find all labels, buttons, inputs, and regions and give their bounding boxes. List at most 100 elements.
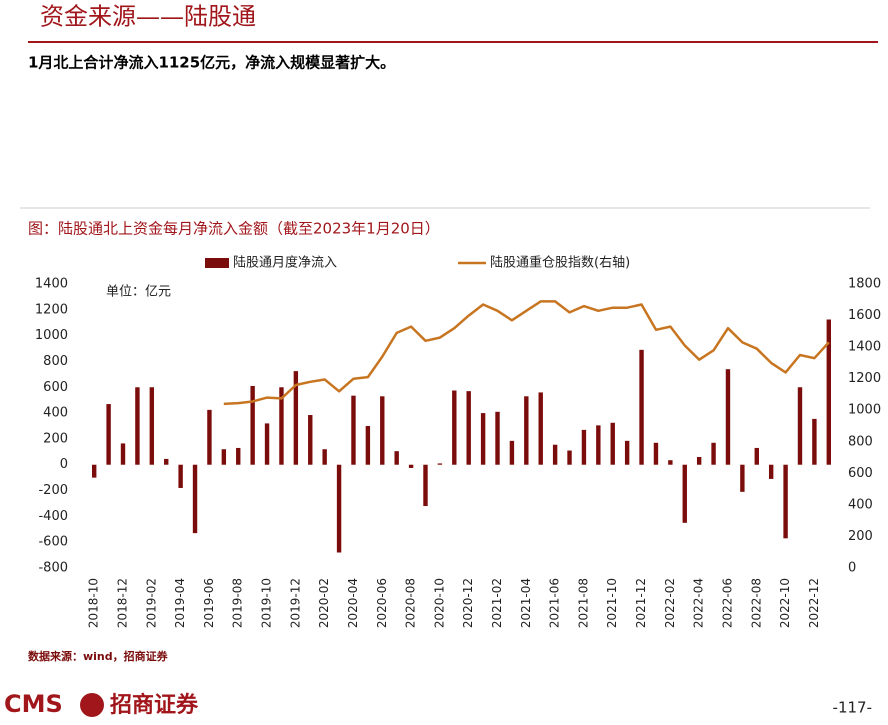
bar: [423, 464, 428, 507]
x-tick-label: 2021-04: [519, 578, 533, 628]
bar: [365, 426, 371, 465]
bar: [538, 392, 543, 465]
y-tick-label: 1200: [35, 302, 68, 317]
bar: [812, 418, 817, 465]
y-tick-label: 0: [60, 457, 68, 472]
bar: [509, 440, 515, 465]
y2-tick-label: 1800: [848, 277, 881, 292]
bar: [394, 451, 399, 465]
bar: [682, 464, 687, 523]
bar: [596, 425, 601, 465]
bar: [351, 395, 356, 465]
x-tick-label: 2020-12: [461, 578, 475, 628]
x-tick-label: 2022-12: [807, 578, 821, 628]
unit-annotation: 单位：亿元: [106, 285, 171, 300]
source: 数据来源：wind，招商证券: [28, 649, 169, 663]
y-tick-label: 1000: [35, 328, 68, 343]
x-tick-label: 2019-08: [231, 578, 245, 628]
bar: [264, 423, 270, 465]
bar: [164, 458, 169, 465]
x-tick-label: 2019-10: [260, 578, 274, 628]
x-tick-label: 2022-08: [749, 578, 763, 628]
bar: [768, 464, 774, 479]
y2-tick-label: 800: [848, 434, 873, 449]
bar: [783, 464, 788, 539]
bar: [92, 464, 97, 478]
y-tick-label: -200: [38, 483, 68, 498]
y-tick-label: 800: [43, 354, 68, 369]
slide-title: 资金来源——陆股通: [40, 3, 256, 31]
bar: [797, 387, 803, 465]
x-tick-label: 2022-04: [692, 578, 706, 628]
x-tick-label: 2020-04: [346, 578, 360, 628]
x-tick-label: 2019-12: [288, 578, 302, 628]
x-tick-label: 2021-02: [490, 578, 504, 628]
bar: [740, 464, 745, 492]
bar: [279, 387, 284, 465]
bar: [610, 422, 615, 465]
bar: [192, 464, 198, 534]
x-tick-label: 2019-04: [173, 578, 187, 628]
bar: [322, 449, 327, 465]
y2-tick-label: 1000: [848, 403, 881, 418]
y-tick-label: 200: [43, 431, 68, 446]
y2-tick-label: 1400: [848, 340, 881, 355]
legend-label: 陆股通重仓股指数(右轴): [490, 255, 630, 271]
x-tick-label: 2022-10: [778, 578, 792, 628]
bar: [480, 413, 486, 465]
y2-tick-label: 200: [848, 529, 873, 544]
y-tick-label: -600: [38, 535, 68, 550]
bar: [524, 396, 529, 465]
company-name: 招商证券: [110, 692, 199, 718]
y2-tick-label: 1200: [848, 371, 881, 386]
y-tick-label: -800: [38, 561, 68, 576]
x-tick-label: 2020-08: [404, 578, 418, 628]
x-tick-label: 2021-06: [548, 578, 562, 628]
bar: [149, 387, 155, 465]
bar: [207, 409, 212, 465]
bar: [250, 385, 255, 465]
bar: [495, 411, 500, 465]
bar: [308, 415, 313, 465]
bar: [236, 447, 241, 465]
bar: [452, 390, 457, 465]
x-tick-label: 2022-06: [720, 578, 734, 628]
bar: [336, 464, 342, 553]
y-tick-label: 1400: [35, 277, 68, 292]
y-tick-label: 600: [43, 380, 68, 395]
bar: [639, 349, 644, 465]
y2-tick-label: 600: [848, 466, 873, 481]
logo-icon: [80, 693, 104, 717]
x-tick-label: 2021-08: [576, 578, 590, 628]
x-tick-label: 2020-10: [432, 578, 446, 628]
y2-tick-label: 400: [848, 497, 873, 512]
bar: [466, 391, 471, 465]
y-tick-label: 400: [43, 406, 68, 421]
line: [223, 300, 830, 406]
bar: [408, 464, 414, 468]
bar: [221, 449, 227, 465]
bar: [567, 450, 572, 465]
x-tick-label: 2020-06: [375, 578, 389, 628]
y2-tick-label: 1600: [848, 308, 881, 323]
legend-label: 陆股通月度净流入: [233, 255, 337, 271]
x-tick-label: 2021-10: [605, 578, 619, 628]
bar: [293, 371, 299, 465]
bar: [120, 443, 126, 465]
x-tick-label: 2018-10: [87, 578, 101, 628]
page-number: -117-: [833, 699, 872, 717]
bar: [668, 460, 673, 465]
logo-text: CMS: [4, 690, 63, 718]
bar: [106, 404, 111, 465]
bar: [725, 369, 731, 465]
x-tick-label: 2019-06: [202, 578, 216, 628]
subtitle: 1月北上合计净流入1125亿元，净流入规模显著扩大。: [28, 54, 395, 72]
bar: [696, 456, 702, 465]
bar: [653, 442, 659, 465]
x-tick-label: 2020-02: [317, 578, 331, 628]
bar: [552, 444, 558, 465]
bar: [437, 463, 443, 465]
x-tick-label: 2018-12: [116, 578, 130, 628]
y2-tick-label: 0: [848, 561, 856, 576]
